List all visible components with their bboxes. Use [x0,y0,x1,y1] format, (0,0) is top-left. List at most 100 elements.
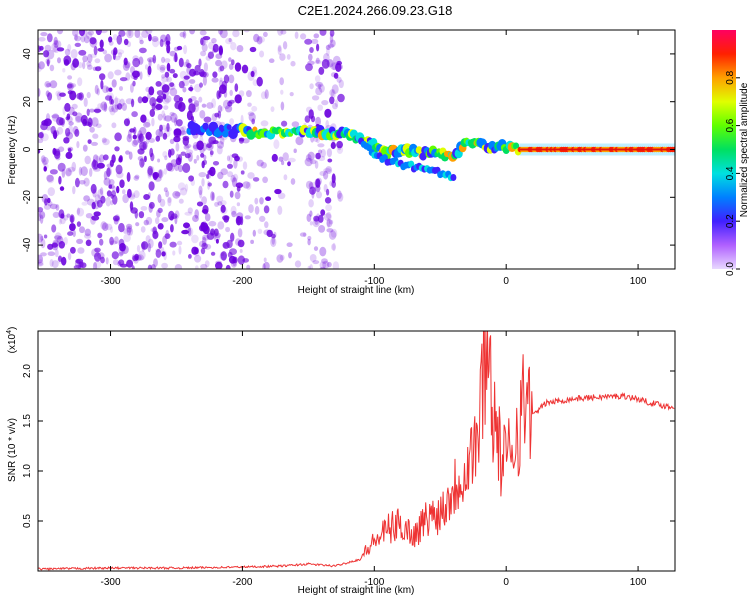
noise-dot [256,76,263,87]
noise-dot [111,104,119,113]
noise-dot [299,232,307,237]
noise-dot [102,154,109,161]
ridge-branch-mark [450,174,457,181]
noise-dot [152,230,159,239]
noise-dot [336,60,343,66]
noise-dot [242,181,251,189]
noise-dot [143,194,151,200]
y-tick-label: 1.5 [22,414,33,428]
noise-dot [308,109,314,119]
noise-dot [307,235,312,241]
noise-dot [326,219,333,228]
noise-dot [147,242,151,253]
noise-dot [51,42,59,53]
noise-dot [95,66,102,72]
y-tick-label: -20 [22,190,33,205]
noise-dot [187,152,193,162]
noise-dot [218,46,223,56]
noise-dot [320,148,326,158]
noise-dot [262,176,268,184]
noise-dot [58,209,65,219]
noise-dot [324,197,332,204]
ridge-mark [513,142,520,150]
noise-dot [111,79,117,88]
top-y-axis-label: Frequency (Hz) [7,116,18,185]
noise-dot [161,74,166,79]
noise-dot [132,57,141,68]
doppler-ridge [186,120,675,182]
noise-dot [157,194,162,203]
noise-dot [234,62,242,72]
noise-dot [198,96,203,103]
noise-dot [220,106,224,112]
noise-dot [215,59,222,67]
noise-dot [106,163,114,168]
noise-dot [116,103,123,110]
noise-dot [302,232,307,238]
noise-dot [170,224,174,233]
noise-dot [38,261,44,267]
noise-dot [72,30,79,37]
noise-dot [163,168,168,175]
noise-dot [140,206,148,211]
noise-dot [116,185,120,194]
noise-dot [123,118,130,127]
noise-dot [158,241,163,249]
noise-dot [119,155,123,162]
noise-dot [320,209,326,216]
noise-dot [109,159,114,167]
noise-dot [122,189,126,195]
noise-dot [178,57,184,68]
noise-dot [145,216,153,225]
noise-dot [309,254,317,262]
noise-dot [309,210,313,217]
noise-dot [306,213,312,222]
noise-dot [226,155,231,162]
noise-dot [169,241,177,248]
noise-dot [327,43,334,49]
noise-dot [126,223,133,230]
x-tick-label: 0 [503,577,509,588]
noise-dot [162,93,167,100]
noise-dot [326,211,332,220]
noise-dot [112,194,118,205]
noise-dot [235,182,244,188]
noise-dot [300,33,307,40]
noise-dot [169,111,175,117]
noise-dot [336,140,343,149]
noise-dot [118,251,124,257]
noise-dot [188,254,192,259]
noise-dot [247,111,255,117]
noise-dot [70,215,74,223]
noise-dot [87,139,92,145]
noise-dot [40,31,48,37]
noise-dot [42,159,47,167]
noise-dot [287,157,296,163]
noise-dot [187,227,194,237]
noise-dot [46,83,52,88]
noise-dot [196,154,200,161]
noise-dot [331,84,339,94]
noise-dot [52,211,60,218]
noise-dot [103,102,108,112]
noise-dot [315,87,323,96]
noise-dot [108,184,115,190]
noise-dot [244,215,251,220]
noise-dot [46,174,54,182]
noise-dot [337,192,344,202]
noise-dot [334,99,339,108]
noise-dot [232,173,239,182]
noise-dot [86,91,91,99]
noise-dot [164,71,170,78]
noise-dot [67,231,74,236]
noise-dot [57,57,61,64]
noise-dot [262,263,266,269]
noise-dot [158,169,163,179]
noise-dot [118,222,125,233]
noise-dot [228,63,234,70]
noise-dot [55,204,60,211]
noise-dot [307,265,311,269]
noise-dot [126,30,134,39]
noise-dot [210,140,214,145]
noise-dot [201,242,208,250]
